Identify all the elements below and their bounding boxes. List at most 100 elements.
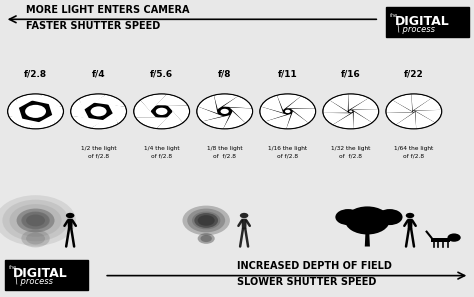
Polygon shape (365, 233, 370, 247)
Polygon shape (286, 111, 308, 129)
Text: DIGITAL: DIGITAL (395, 15, 450, 28)
Polygon shape (9, 116, 47, 128)
Circle shape (240, 213, 248, 218)
Polygon shape (242, 219, 246, 229)
Polygon shape (90, 95, 125, 107)
Polygon shape (386, 100, 412, 113)
Polygon shape (136, 116, 169, 128)
Polygon shape (229, 108, 252, 123)
Circle shape (26, 233, 45, 244)
Text: f/4: f/4 (92, 69, 105, 78)
Circle shape (349, 110, 353, 113)
Circle shape (21, 230, 50, 247)
Polygon shape (24, 95, 62, 107)
Polygon shape (277, 94, 301, 110)
FancyBboxPatch shape (386, 7, 469, 37)
Polygon shape (396, 112, 416, 129)
Polygon shape (214, 94, 238, 110)
Circle shape (187, 208, 225, 232)
Text: INCREASED DEPTH OF FIELD: INCREASED DEPTH OF FIELD (237, 261, 392, 271)
Polygon shape (261, 96, 283, 113)
Text: \ process: \ process (15, 277, 53, 286)
Polygon shape (415, 111, 435, 129)
Polygon shape (16, 94, 43, 113)
Circle shape (413, 111, 415, 112)
Polygon shape (91, 110, 118, 129)
Circle shape (406, 213, 414, 218)
Text: f/2.8: f/2.8 (24, 69, 47, 78)
Circle shape (260, 94, 316, 129)
Circle shape (194, 213, 218, 228)
Circle shape (386, 94, 442, 129)
Polygon shape (157, 110, 182, 129)
Polygon shape (197, 107, 223, 121)
Circle shape (21, 211, 50, 229)
Text: f/11: f/11 (278, 69, 298, 78)
Polygon shape (223, 96, 252, 108)
Polygon shape (43, 100, 63, 124)
Text: 1/64 the light
of f/2.8: 1/64 the light of f/2.8 (394, 146, 433, 158)
Circle shape (198, 215, 215, 226)
Polygon shape (165, 105, 189, 122)
Polygon shape (265, 114, 291, 129)
Circle shape (355, 208, 380, 224)
Circle shape (377, 209, 402, 225)
Polygon shape (408, 219, 412, 229)
Circle shape (2, 200, 69, 241)
Polygon shape (79, 94, 106, 112)
Polygon shape (353, 111, 372, 129)
Polygon shape (291, 108, 315, 123)
Circle shape (8, 94, 64, 129)
Polygon shape (28, 110, 55, 129)
Text: 1/16 the light
of f/2.8: 1/16 the light of f/2.8 (268, 146, 307, 158)
Circle shape (201, 235, 212, 242)
Polygon shape (8, 99, 28, 122)
FancyBboxPatch shape (5, 260, 88, 290)
Polygon shape (414, 98, 441, 110)
Circle shape (197, 94, 253, 129)
Polygon shape (223, 111, 245, 129)
Circle shape (71, 94, 127, 129)
Polygon shape (351, 98, 378, 110)
Text: FASTER SHUTTER SPEED: FASTER SHUTTER SPEED (26, 21, 160, 31)
Polygon shape (72, 116, 107, 128)
Polygon shape (286, 96, 315, 108)
Circle shape (198, 233, 215, 244)
Polygon shape (431, 238, 450, 242)
Text: 1/32 the light
of  f/2.8: 1/32 the light of f/2.8 (331, 146, 371, 158)
Polygon shape (415, 110, 441, 122)
Text: 1/2 the light
of f/2.8: 1/2 the light of f/2.8 (81, 146, 117, 158)
Polygon shape (323, 113, 351, 124)
Polygon shape (68, 219, 73, 229)
Text: f/8: f/8 (218, 69, 231, 78)
Circle shape (192, 211, 220, 229)
Circle shape (134, 94, 190, 129)
Polygon shape (411, 94, 431, 110)
Circle shape (447, 233, 461, 242)
Polygon shape (71, 99, 93, 120)
Text: f/22: f/22 (404, 69, 424, 78)
Circle shape (22, 212, 49, 229)
Text: the: the (9, 265, 17, 270)
Circle shape (66, 213, 74, 218)
Text: DIGITAL: DIGITAL (13, 267, 68, 280)
Polygon shape (353, 110, 378, 122)
Polygon shape (104, 103, 126, 124)
Polygon shape (386, 112, 414, 124)
Polygon shape (333, 113, 353, 129)
Polygon shape (198, 96, 218, 113)
Text: SLOWER SHUTTER SPEED: SLOWER SHUTTER SPEED (237, 277, 376, 287)
Polygon shape (134, 100, 158, 118)
Circle shape (182, 206, 230, 235)
Polygon shape (393, 94, 412, 111)
Circle shape (17, 208, 55, 232)
Circle shape (220, 109, 229, 114)
Polygon shape (330, 94, 348, 111)
Text: 1/8 the light
of  f/2.8: 1/8 the light of f/2.8 (207, 146, 243, 158)
Circle shape (26, 214, 45, 226)
Polygon shape (323, 100, 348, 113)
Text: MORE LIGHT ENTERS CAMERA: MORE LIGHT ENTERS CAMERA (26, 5, 190, 15)
Polygon shape (348, 94, 368, 110)
Polygon shape (155, 94, 187, 106)
Polygon shape (202, 115, 229, 129)
